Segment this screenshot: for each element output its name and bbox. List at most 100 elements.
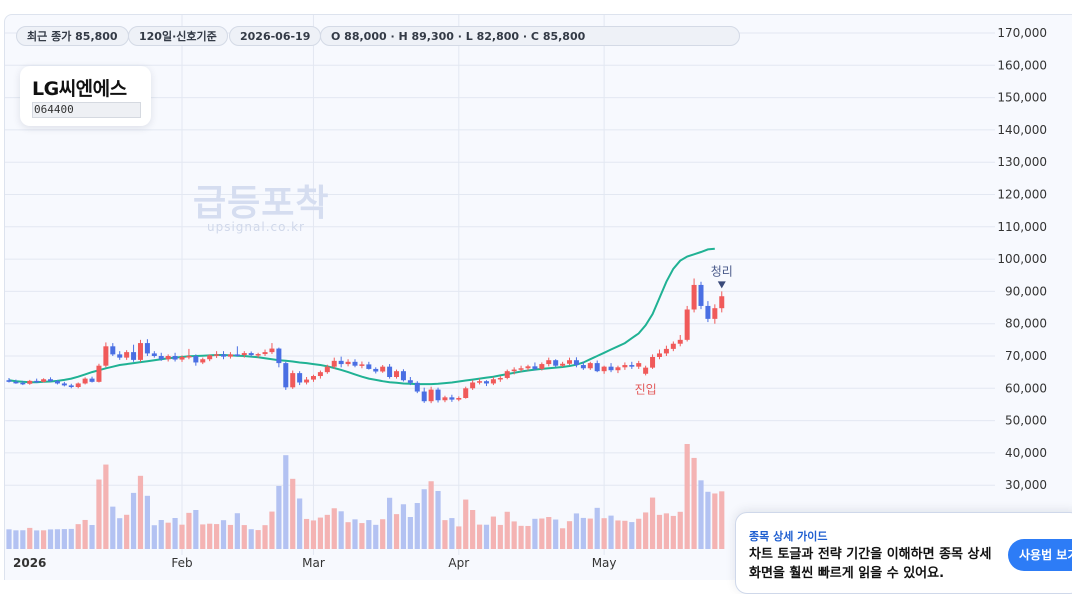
candle-body — [200, 359, 206, 363]
candle — [656, 349, 662, 360]
volume-bar — [387, 497, 393, 549]
volume-bar — [117, 518, 123, 549]
candle — [594, 360, 600, 373]
candle-body — [567, 360, 573, 364]
candle — [82, 377, 88, 385]
candle-body — [34, 380, 40, 383]
candle — [428, 386, 434, 404]
candle-body — [587, 363, 593, 369]
candle — [221, 351, 227, 360]
candle — [241, 351, 247, 358]
candle — [20, 380, 26, 386]
candle-body — [241, 353, 247, 356]
candle — [269, 343, 275, 355]
candle — [573, 357, 579, 368]
candle-body — [677, 339, 683, 344]
volume-bar — [442, 520, 448, 549]
candle-body — [96, 365, 102, 382]
candle-body — [269, 348, 275, 353]
candle — [380, 365, 386, 373]
volume-bar — [34, 530, 40, 549]
guide-button[interactable]: 사용법 보기 — [1008, 539, 1072, 571]
volume-bar — [144, 495, 150, 549]
candle-body — [276, 348, 282, 364]
candle-body — [442, 397, 448, 401]
y-tick-label: 100,000 — [997, 252, 1047, 266]
volume-bar — [373, 524, 379, 549]
volume-bar — [262, 525, 268, 549]
volume-bar — [193, 510, 199, 549]
volume-bar — [303, 518, 310, 549]
candle — [255, 352, 261, 358]
candle-body — [103, 346, 109, 366]
candle-body — [151, 353, 157, 356]
candle — [297, 371, 303, 386]
y-tick-label: 70,000 — [1005, 349, 1047, 363]
volume-bar — [41, 530, 47, 549]
y-tick-label: 30,000 — [1005, 478, 1047, 492]
candle — [601, 365, 607, 374]
candle-body — [684, 309, 690, 340]
candle — [435, 387, 441, 403]
candle — [698, 281, 704, 310]
candle-body — [622, 365, 628, 368]
candle — [54, 379, 60, 385]
candle — [27, 379, 33, 385]
candle — [331, 357, 337, 369]
volume-bar — [283, 455, 289, 549]
candle — [248, 351, 254, 357]
candle-body — [705, 305, 711, 319]
candle — [490, 376, 496, 386]
candle — [394, 369, 400, 379]
volume-bar — [248, 529, 254, 549]
stock-name: LG씨엔에스 — [32, 78, 127, 100]
volume-bar — [54, 529, 61, 549]
candle-body — [477, 381, 483, 383]
candle — [345, 359, 351, 367]
price-chart[interactable]: 170,000 160,000 150,000 140,000 130,000 120,0… — [5, 15, 1072, 580]
candle — [560, 361, 566, 367]
candle-body — [636, 363, 642, 367]
y-tick-label: 40,000 — [1005, 446, 1047, 460]
candle-body — [214, 354, 220, 356]
volume-bar — [463, 499, 469, 549]
candle — [103, 342, 109, 368]
volume-bar — [207, 523, 213, 549]
volume-bar — [566, 521, 573, 549]
volume-bar — [234, 513, 240, 549]
candle-body — [234, 354, 240, 356]
volume-bar — [532, 518, 538, 549]
volume-bar — [483, 524, 490, 549]
period-pill[interactable]: 120일·신호기준 — [128, 26, 228, 46]
candle — [61, 381, 67, 387]
volume-bar — [629, 522, 635, 549]
candle-body — [352, 361, 358, 366]
y-tick-label: 60,000 — [1005, 381, 1047, 395]
candle — [546, 357, 552, 367]
volume-bar — [96, 479, 102, 549]
candle — [504, 369, 510, 380]
candle — [636, 360, 642, 369]
volume-bar — [407, 517, 413, 549]
chart-panel: 170,000 160,000 150,000 140,000 130,000 120,0… — [4, 14, 1072, 580]
candle — [463, 386, 469, 399]
candle — [518, 365, 524, 372]
candle-body — [463, 388, 469, 398]
candle — [304, 376, 310, 385]
candle — [670, 341, 676, 352]
volume-bar — [380, 519, 386, 549]
volume-bar — [719, 491, 725, 549]
candle — [663, 345, 669, 356]
candle-body — [483, 381, 489, 384]
candle — [117, 351, 123, 360]
candle — [407, 376, 413, 386]
watermark-site: upsignal.co.kr — [207, 220, 305, 234]
guide-title: 종목 상세 가이드 — [749, 530, 828, 543]
volume-bar — [158, 520, 164, 549]
candle-body — [331, 360, 337, 367]
candle — [186, 348, 192, 360]
candle-body — [131, 352, 137, 360]
candle-body — [656, 353, 662, 357]
candle — [483, 380, 489, 387]
volume-bar — [539, 518, 545, 549]
